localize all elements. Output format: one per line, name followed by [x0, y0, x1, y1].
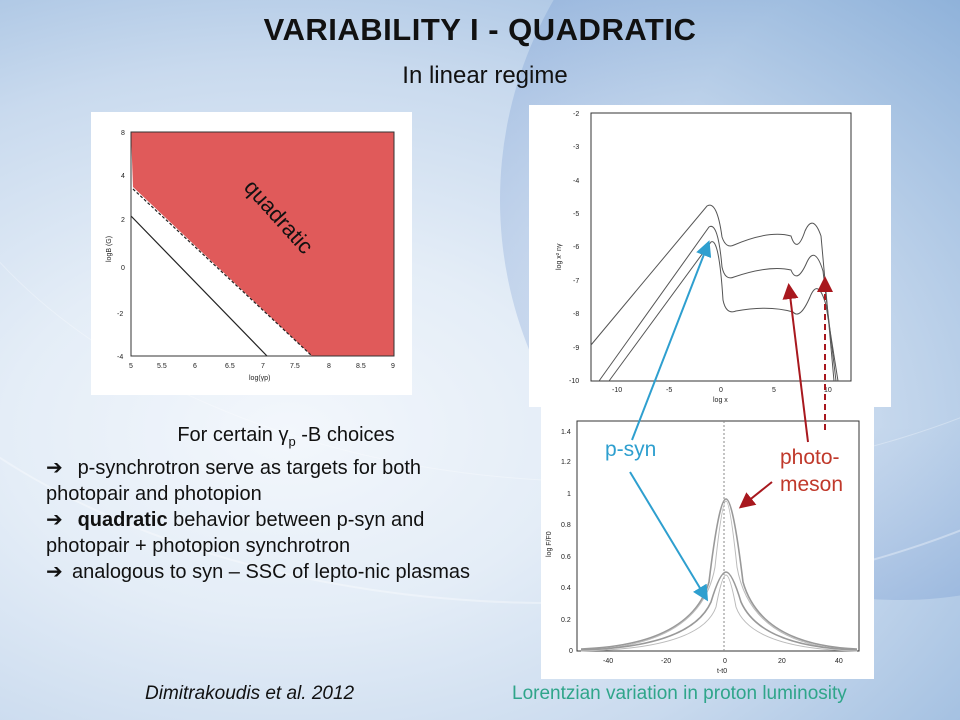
y-tick: -4 — [117, 354, 123, 361]
lightcurve-wide-bottom — [580, 571, 858, 651]
bullet-psyn-targets: ➔ p-synchrotron serve as targets for bot… — [46, 455, 486, 507]
y-tick: 8 — [121, 130, 125, 137]
y-tick: 1.4 — [561, 429, 571, 436]
citation: Dimitrakoudis et al. 2012 — [145, 683, 355, 704]
parameter-space-plot: 8 4 2 0 -2 -4 5 5.5 6 6.5 7 7.5 8 8.5 9 … — [91, 112, 412, 395]
spectrum-curve-mid — [598, 225, 837, 382]
photomeson-label: photo- meson — [780, 444, 843, 498]
bullet-analogous-text: analogous to syn – SSC of lepto-nic plas… — [72, 561, 470, 583]
intro-prefix: For certain γ — [177, 424, 289, 446]
x-tick: -5 — [666, 387, 672, 394]
x-tick: -20 — [661, 658, 671, 665]
quadratic-region — [131, 132, 394, 356]
x-axis-label: log x — [713, 397, 728, 404]
lightcurve-wide-top — [580, 498, 858, 650]
y-tick: 1.2 — [561, 459, 571, 466]
x-tick: 7 — [261, 363, 265, 370]
y-tick: 0.4 — [561, 585, 571, 592]
x-tick: 5.5 — [157, 363, 167, 370]
y-axis-label: log x² nγ — [556, 243, 563, 270]
x-tick: 0 — [719, 387, 723, 394]
lightcurve-plot: 1.4 1.2 1 0.8 0.6 0.4 0.2 0 -40 -20 0 20… — [541, 407, 874, 679]
intro-suffix: -B choices — [295, 424, 395, 446]
x-axis-label: t-t0 — [717, 668, 727, 675]
y-ticks: 8 4 2 0 -2 -4 — [117, 130, 125, 361]
right-arrow-icon: ➔ — [46, 561, 63, 583]
bullet-psyn-text: p-synchrotron serve as targets for both … — [46, 457, 422, 505]
x-axis-label: log(γp) — [249, 375, 270, 382]
x-ticks: -40 -20 0 20 40 — [603, 658, 843, 665]
photomeson-label-line2: meson — [780, 473, 844, 496]
y-tick: -2 — [117, 311, 123, 318]
y-tick: -9 — [573, 345, 579, 352]
intro-subscript: p — [288, 434, 296, 449]
right-arrow-icon: ➔ — [46, 457, 63, 479]
slide-subtitle: In linear regime — [402, 62, 568, 89]
y-tick: -8 — [573, 311, 579, 318]
x-tick: -10 — [612, 387, 622, 394]
bullet-quadratic: ➔ quadratic behavior between p-syn and p… — [46, 507, 486, 559]
y-tick: 0 — [121, 265, 125, 272]
y-tick: 0.2 — [561, 617, 571, 624]
y-ticks: -2 -3 -4 -5 -6 -7 -8 -9 -10 — [569, 111, 579, 385]
boundary-dashed — [132, 188, 313, 357]
bullet-analogous: ➔ analogous to syn – SSC of lepto-nic pla… — [46, 559, 486, 585]
x-tick: 9 — [391, 363, 395, 370]
y-tick: -3 — [573, 144, 579, 151]
spectrum-plot: -2 -3 -4 -5 -6 -7 -8 -9 -10 -10 -5 0 5 1… — [529, 105, 891, 407]
lightcurve-narrow-bottom — [580, 574, 858, 652]
x-ticks: -10 -5 0 5 10 — [612, 387, 832, 394]
bullet-quadratic-bold: quadratic — [77, 509, 168, 531]
boundary-solid — [130, 215, 268, 357]
slide-title: VARIABILITY I - QUADRATIC — [263, 12, 697, 47]
x-tick: 0 — [723, 658, 727, 665]
x-tick: 5 — [772, 387, 776, 394]
right-arrow-icon: ➔ — [46, 509, 63, 531]
x-ticks: 5 5.5 6 6.5 7 7.5 8 8.5 9 — [129, 363, 395, 370]
x-tick: 20 — [778, 658, 786, 665]
y-tick: 0 — [569, 648, 573, 655]
y-tick: -7 — [573, 278, 579, 285]
y-tick: 0.6 — [561, 554, 571, 561]
x-tick: 6 — [193, 363, 197, 370]
bullet-quadratic-text: behavior between p-syn and photopair + p… — [46, 509, 425, 557]
lightcurve-narrow-top — [580, 500, 858, 651]
x-tick: 10 — [824, 387, 832, 394]
x-tick: 7.5 — [290, 363, 300, 370]
y-tick: 1 — [567, 491, 571, 498]
y-axis-label: logB (G) — [106, 236, 113, 262]
y-tick: -6 — [573, 244, 579, 251]
x-tick: -40 — [603, 658, 613, 665]
photomeson-label-line1: photo- — [780, 446, 840, 469]
x-tick: 8.5 — [356, 363, 366, 370]
x-tick: 6.5 — [225, 363, 235, 370]
figure-caption: Lorentzian variation in proton luminosit… — [512, 683, 847, 704]
y-tick: 0.8 — [561, 522, 571, 529]
y-ticks: 1.4 1.2 1 0.8 0.6 0.4 0.2 0 — [561, 429, 573, 655]
explanation-text: For certain γp -B choices ➔ p-synchrotro… — [46, 422, 486, 585]
y-tick: 2 — [121, 217, 125, 224]
spectrum-curve-bottom — [608, 241, 839, 382]
y-tick: -2 — [573, 111, 579, 118]
y-tick: -5 — [573, 211, 579, 218]
x-tick: 40 — [835, 658, 843, 665]
x-tick: 8 — [327, 363, 331, 370]
intro-line: For certain γp -B choices — [46, 422, 486, 455]
y-axis-label: log F/F0 — [546, 531, 553, 557]
spectrum-curve-top — [590, 204, 835, 382]
y-tick: -4 — [573, 178, 579, 185]
x-tick: 5 — [129, 363, 133, 370]
y-tick: -10 — [569, 378, 579, 385]
psyn-label: p-syn — [605, 438, 657, 461]
y-tick: 4 — [121, 173, 125, 180]
